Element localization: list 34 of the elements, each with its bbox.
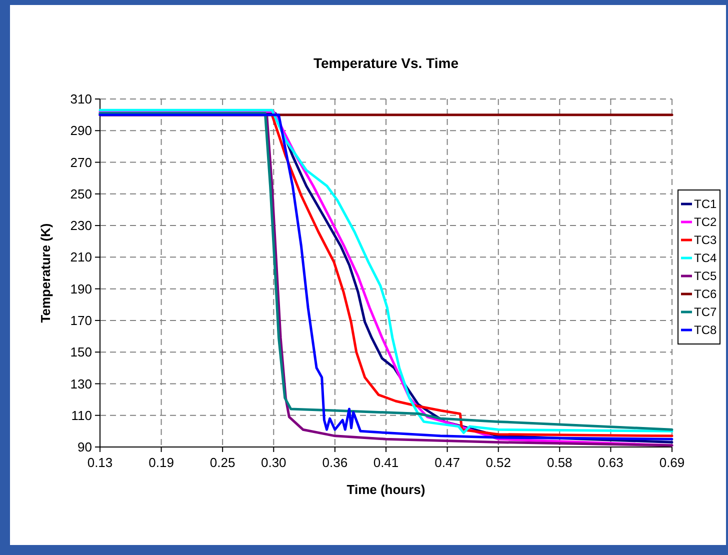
x-tick-label: 0.69 (659, 455, 685, 470)
legend-label: TC7 (694, 305, 717, 320)
x-tick-label: 0.52 (486, 455, 512, 470)
legend-label: TC2 (694, 215, 717, 230)
y-tick-label: 290 (70, 123, 92, 138)
x-tick-label: 0.58 (546, 455, 572, 470)
y-tick-label: 250 (70, 186, 92, 202)
y-tick-label: 170 (70, 313, 92, 328)
x-tick-label: 0.36 (322, 455, 348, 470)
legend-label: TC8 (694, 323, 717, 338)
y-tick-label: 110 (71, 408, 92, 423)
y-tick-label: 190 (70, 281, 92, 296)
y-tick-label: 310 (70, 92, 92, 107)
legend-label: TC4 (694, 251, 717, 266)
legend-label: TC5 (694, 269, 717, 284)
y-tick-label: 150 (70, 344, 92, 360)
y-axis-title: Temperature (K) (38, 223, 53, 323)
x-tick-label: 0.47 (434, 455, 460, 470)
x-tick-label: 0.25 (210, 455, 236, 470)
y-tick-label: 230 (70, 218, 92, 234)
x-tick-label: 0.41 (373, 455, 399, 470)
x-axis-title: Time (hours) (346, 482, 426, 497)
legend-label: TC6 (694, 287, 717, 302)
x-tick-label: 0.19 (148, 455, 174, 470)
x-tick-label: 0.63 (598, 455, 624, 470)
x-tick-label: 0.30 (260, 455, 286, 470)
y-tick-label: 130 (70, 376, 92, 392)
x-tick-label: 0.13 (87, 455, 113, 470)
legend-label: TC1 (694, 197, 717, 212)
y-tick-label: 90 (78, 440, 92, 455)
legend-label: TC3 (694, 233, 717, 248)
y-tick-label: 210 (70, 250, 92, 265)
chart-title: Temperature Vs. Time (314, 55, 459, 71)
y-tick-label: 270 (70, 154, 92, 170)
